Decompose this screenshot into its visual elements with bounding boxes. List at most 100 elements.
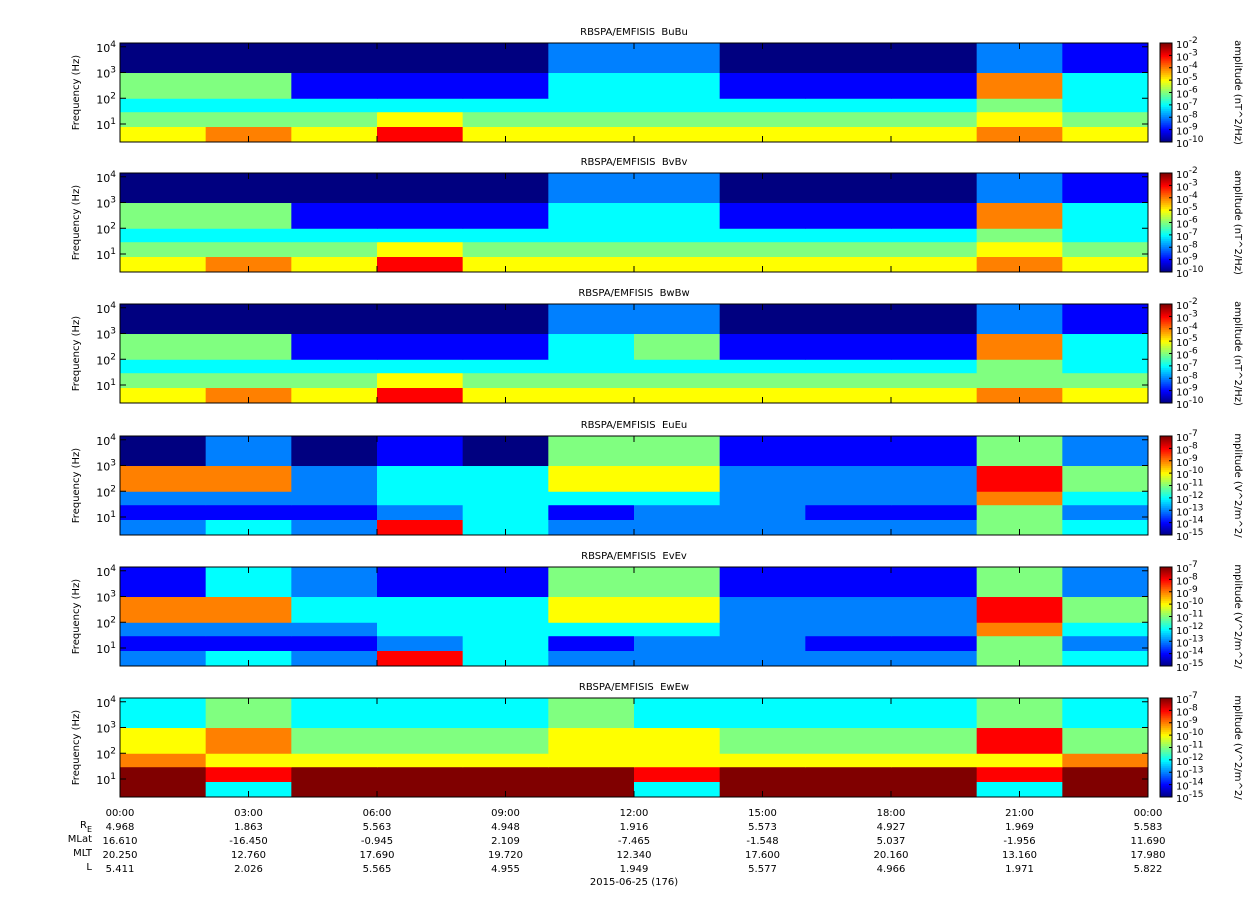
y-tick-label: 101 — [96, 510, 116, 526]
heatmap-cell — [291, 622, 378, 637]
colorbar-swatch — [1160, 735, 1172, 739]
colorbar-swatch — [1160, 80, 1172, 84]
heatmap-cell — [291, 173, 378, 204]
colorbar-swatch — [1160, 238, 1172, 241]
colorbar-swatch — [1160, 451, 1172, 455]
heatmap-cell — [634, 519, 721, 536]
colorbar-swatch — [1160, 495, 1172, 498]
heatmap-cell — [719, 241, 806, 257]
heatmap-cell — [891, 465, 978, 492]
heatmap-cell — [120, 698, 207, 729]
colorbar-swatch — [1160, 214, 1172, 218]
colorbar-swatch — [1160, 248, 1172, 251]
heatmap-cell — [548, 567, 635, 598]
ephemeris-value: 12.340 — [617, 850, 652, 861]
colorbar-swatch — [1160, 339, 1172, 343]
colorbar-swatch — [1160, 586, 1172, 590]
heatmap-cell — [548, 635, 635, 651]
colorbar-swatch — [1160, 44, 1172, 48]
colorbar-swatch — [1160, 634, 1172, 637]
heatmap-cell — [377, 635, 464, 651]
heatmap-cell — [377, 333, 464, 360]
y-tick-label: 102 — [96, 746, 116, 762]
heatmap-cell — [462, 359, 549, 374]
heatmap-cell — [205, 256, 292, 273]
y-axis-label: Frequency (Hz) — [71, 448, 82, 524]
colorbar-swatch — [1160, 401, 1172, 404]
colorbar-swatch — [1160, 513, 1172, 516]
colorbar-swatch — [1160, 337, 1172, 341]
heatmap-cell — [719, 727, 806, 754]
heatmap-cell — [548, 228, 635, 243]
colorbar-swatch — [1160, 246, 1172, 249]
colorbar-swatch — [1160, 727, 1172, 731]
colorbar-swatch — [1160, 186, 1172, 190]
heatmap-cell — [634, 333, 721, 360]
colorbar-swatch — [1160, 373, 1172, 376]
heatmap-cell — [1062, 436, 1149, 467]
colorbar-swatch — [1160, 102, 1172, 105]
colorbar-swatch — [1160, 584, 1172, 588]
colorbar-swatch — [1160, 699, 1172, 703]
heatmap-cell — [548, 766, 635, 782]
colorbar-swatch — [1160, 592, 1172, 596]
x-tick-label: 18:00 — [877, 808, 906, 819]
heatmap-cell — [291, 72, 378, 99]
heatmap-cell — [377, 126, 464, 143]
heatmap-cell — [205, 111, 292, 127]
heatmap-cell — [548, 727, 635, 754]
heatmap-cell — [462, 491, 549, 506]
colorbar-swatch — [1160, 529, 1172, 532]
heatmap-cell — [634, 698, 721, 729]
heatmap-cell — [805, 491, 892, 506]
ephemeris-value: 16.610 — [103, 836, 138, 847]
colorbar-swatch — [1160, 475, 1172, 479]
heatmap-cell — [634, 111, 721, 127]
y-tick-label: 104 — [96, 169, 116, 185]
colorbar-swatch — [1160, 487, 1172, 490]
heatmap-cell — [1062, 622, 1149, 637]
heatmap-cell — [120, 304, 207, 335]
heatmap-cell — [719, 98, 806, 113]
ephemeris-label: L — [86, 862, 92, 873]
heatmap-cell — [205, 228, 292, 243]
colorbar-swatch — [1160, 779, 1172, 782]
heatmap-cell — [719, 596, 806, 623]
heatmap-cell — [205, 98, 292, 113]
heatmap-cell — [205, 650, 292, 667]
heatmap-cell — [548, 596, 635, 623]
colorbar-swatch — [1160, 501, 1172, 504]
colorbar-swatch — [1160, 120, 1172, 123]
ephemeris-value: 2.026 — [234, 864, 263, 875]
heatmap-cell — [291, 650, 378, 667]
y-tick-label: 104 — [96, 39, 116, 55]
colorbar-swatch — [1160, 463, 1172, 467]
heatmap-cell — [548, 304, 635, 335]
colorbar-swatch — [1160, 703, 1172, 707]
heatmap-cell — [120, 491, 207, 506]
heatmap-cell — [291, 256, 378, 273]
heatmap-cell — [548, 111, 635, 127]
colorbar-swatch — [1160, 66, 1172, 70]
colorbar-swatch — [1160, 785, 1172, 788]
heatmap-cell — [548, 372, 635, 388]
colorbar-swatch — [1160, 620, 1172, 623]
heatmap-cell — [205, 504, 292, 520]
colorbar-swatch — [1160, 173, 1172, 176]
colorbar-swatch — [1160, 331, 1172, 335]
heatmap-cell — [634, 567, 721, 598]
heatmap-cell — [719, 465, 806, 492]
colorbar-swatch — [1160, 48, 1172, 52]
colorbar-swatch — [1160, 325, 1172, 329]
colorbar-swatch — [1160, 266, 1172, 269]
heatmap-cell — [1062, 766, 1149, 782]
colorbar-swatch — [1160, 519, 1172, 522]
colorbar-swatch — [1160, 130, 1172, 133]
heatmap-cell — [548, 519, 635, 536]
heatmap-cell — [1062, 698, 1149, 729]
heatmap-cell — [1062, 126, 1149, 143]
heatmap-cell — [891, 698, 978, 729]
heatmap-cell — [205, 241, 292, 257]
colorbar-swatch — [1160, 767, 1172, 770]
heatmap-cell — [462, 727, 549, 754]
